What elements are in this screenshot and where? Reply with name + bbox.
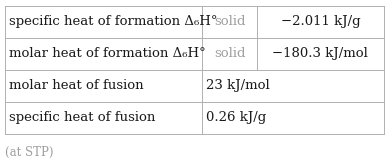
Text: −180.3 kJ/mol: −180.3 kJ/mol — [272, 47, 368, 60]
Text: molar heat of formation Δ₆H°: molar heat of formation Δ₆H° — [9, 47, 206, 60]
Text: solid: solid — [214, 15, 245, 28]
Text: −2.011 kJ/g: −2.011 kJ/g — [280, 15, 360, 28]
Text: 23 kJ/mol: 23 kJ/mol — [206, 79, 270, 92]
Text: molar heat of fusion: molar heat of fusion — [9, 79, 144, 92]
Text: (at STP): (at STP) — [5, 146, 54, 159]
Text: solid: solid — [214, 47, 245, 60]
Text: 0.26 kJ/g: 0.26 kJ/g — [206, 111, 266, 124]
Text: specific heat of formation Δ₆H°: specific heat of formation Δ₆H° — [9, 15, 217, 28]
Text: specific heat of fusion: specific heat of fusion — [9, 111, 156, 124]
